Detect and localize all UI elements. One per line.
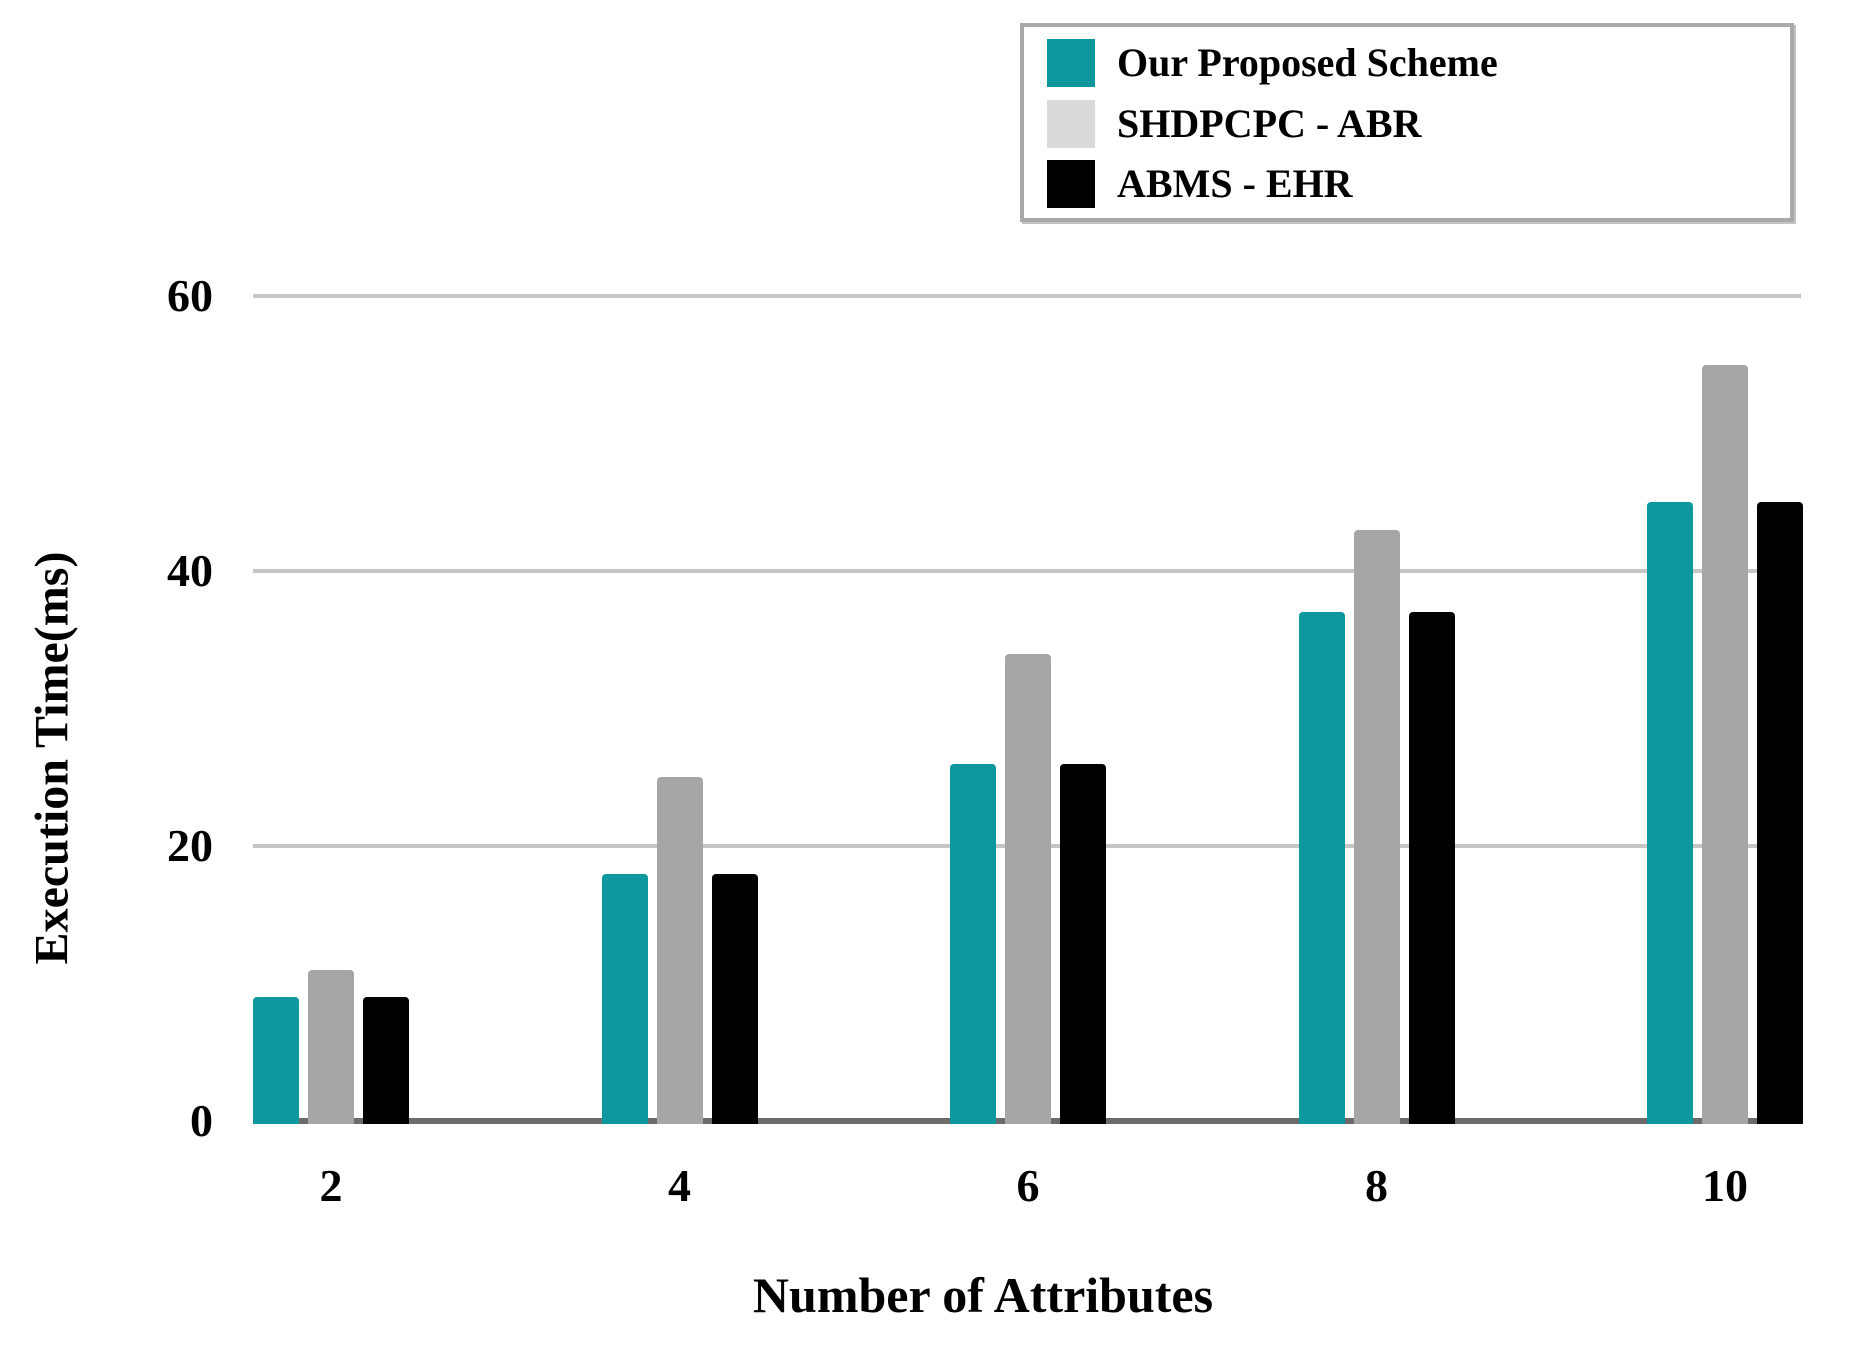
bar-abms-ehr-x8 [1408,612,1455,1124]
legend-item-our-proposed-scheme: Our Proposed Scheme [1047,39,1790,87]
bar-our-proposed-scheme-x6 [950,763,996,1124]
bar-shdpcpc-abr-x8 [1353,529,1400,1124]
bar-shdpcpc-abr-x2 [308,969,354,1124]
y-tick-label-0: 0 [190,1095,213,1146]
gridline-y60 [253,294,1801,298]
x-axis-title: Number of Attributes [752,1267,1214,1323]
y-tick-label-60: 60 [167,270,213,321]
x-tick-label-4: 4 [668,1160,691,1211]
bar-shdpcpc-abr-x6 [1005,653,1051,1124]
bar-shdpcpc-abr-x4 [656,777,703,1124]
y-tick-label-20: 20 [167,820,213,871]
legend-label-shdpcpc-abr: SHDPCPC - ABR [1117,100,1422,146]
legend-label-abms-ehr: ABMS - EHR [1117,161,1353,206]
x-tick-label-10: 10 [1702,1160,1748,1211]
bar-shdpcpc-abr-x10 [1702,364,1748,1124]
bar-abms-ehr-x4 [711,873,758,1124]
gridline-y40 [253,569,1801,573]
bar-our-proposed-scheme-x8 [1298,612,1345,1124]
y-axis-title: Execution Time(ms) [25,551,79,965]
legend-label-our-proposed-scheme: Our Proposed Scheme [1117,40,1498,85]
y-tick-label-40: 40 [167,545,213,596]
legend-item-shdpcpc-abr: SHDPCPC - ABR [1047,99,1790,148]
bar-abms-ehr-x10 [1757,502,1803,1124]
bar-abms-ehr-x2 [363,997,409,1124]
legend-swatch-abms-ehr [1047,160,1095,208]
x-tick-label-2: 2 [319,1160,343,1211]
bar-abms-ehr-x6 [1060,763,1106,1124]
bar-our-proposed-scheme-x2 [253,997,299,1124]
legend: Our Proposed Scheme SHDPCPC - ABR ABMS - E… [1020,23,1794,222]
bar-our-proposed-scheme-x10 [1647,502,1693,1124]
bar-our-proposed-scheme-x4 [601,873,648,1124]
legend-item-abms-ehr: ABMS - EHR [1047,160,1790,208]
x-tick-label-8: 8 [1365,1160,1388,1211]
legend-swatch-shdpcpc-abr [1047,99,1095,148]
legend-swatch-our-proposed-scheme [1047,39,1095,87]
x-tick-label-6: 6 [1016,1160,1040,1211]
